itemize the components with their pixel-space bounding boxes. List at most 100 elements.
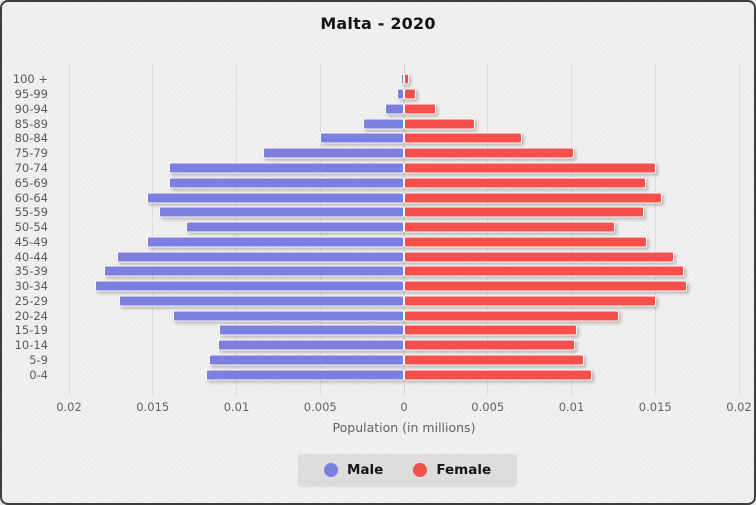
female-bar[interactable] bbox=[404, 162, 656, 174]
female-bar[interactable] bbox=[404, 206, 644, 218]
female-bar[interactable] bbox=[404, 192, 663, 203]
age-label: 50-54 bbox=[14, 220, 48, 235]
plot-area bbox=[68, 64, 740, 395]
age-label: 5-9 bbox=[29, 352, 48, 367]
pyramid-row bbox=[69, 264, 739, 279]
pyramid-row bbox=[69, 234, 739, 249]
pyramid-row bbox=[69, 249, 739, 264]
female-swatch-icon bbox=[413, 463, 428, 477]
female-bar[interactable] bbox=[404, 221, 616, 233]
x-tick-label: 0.005 bbox=[303, 400, 337, 414]
pyramid-row bbox=[69, 102, 739, 117]
male-bar[interactable] bbox=[103, 265, 404, 277]
age-label: 70-74 bbox=[14, 160, 48, 175]
gridline bbox=[654, 64, 656, 395]
female-bar[interactable] bbox=[404, 369, 592, 381]
age-label: 55-59 bbox=[14, 205, 48, 220]
age-label: 10-14 bbox=[14, 338, 48, 353]
age-label: 85-89 bbox=[14, 116, 48, 131]
age-label: 0-4 bbox=[29, 367, 48, 382]
age-label: 90-94 bbox=[14, 101, 48, 116]
legend-item-female[interactable]: Female bbox=[413, 462, 491, 478]
female-bar[interactable] bbox=[404, 236, 648, 248]
pyramid-row bbox=[69, 190, 739, 205]
pyramid-row bbox=[69, 161, 739, 176]
age-labels: 100 +95-99 90-94 85-89 80-84 75-79 70-74 65-69… bbox=[2, 72, 50, 382]
age-label: 45-49 bbox=[14, 234, 48, 249]
male-bar[interactable] bbox=[118, 295, 404, 307]
x-tick-label: 0.015 bbox=[136, 400, 170, 414]
female-bar[interactable] bbox=[404, 310, 619, 322]
female-bar[interactable] bbox=[404, 177, 646, 189]
pyramid-row bbox=[69, 220, 739, 235]
male-bar[interactable] bbox=[363, 118, 404, 130]
pyramid-row bbox=[69, 279, 739, 294]
male-bar[interactable] bbox=[147, 192, 404, 203]
age-label: 75-79 bbox=[14, 146, 48, 161]
male-swatch-icon bbox=[324, 463, 338, 477]
pyramid-row bbox=[69, 323, 739, 338]
male-bar[interactable] bbox=[172, 310, 404, 322]
pyramid-row bbox=[69, 87, 739, 102]
x-tick-label: 0.01 bbox=[223, 400, 250, 414]
female-bar[interactable] bbox=[404, 118, 475, 130]
age-label: 60-64 bbox=[14, 190, 48, 205]
age-label: 20-24 bbox=[14, 308, 48, 323]
male-bar[interactable] bbox=[396, 88, 404, 100]
age-label: 95-99 bbox=[14, 87, 48, 102]
age-label: 80-84 bbox=[14, 131, 48, 146]
female-bar[interactable] bbox=[404, 354, 584, 366]
male-bar[interactable] bbox=[206, 369, 404, 381]
pyramid-row bbox=[69, 293, 739, 308]
age-label: 35-39 bbox=[14, 264, 48, 279]
female-bar[interactable] bbox=[404, 324, 577, 336]
legend-item-male[interactable]: Male bbox=[324, 462, 383, 478]
x-tick-label: 0.02 bbox=[56, 400, 82, 414]
pyramid-row bbox=[69, 205, 739, 220]
female-bar[interactable] bbox=[404, 280, 688, 292]
legend: Male Female bbox=[298, 454, 518, 486]
male-bar[interactable] bbox=[147, 236, 404, 248]
male-bar[interactable] bbox=[262, 147, 404, 159]
male-bar[interactable] bbox=[169, 162, 404, 174]
female-bar[interactable] bbox=[404, 132, 522, 144]
age-label: 15-19 bbox=[14, 323, 48, 338]
pyramid-rows bbox=[69, 72, 739, 382]
x-tick-label: 0 bbox=[400, 400, 408, 414]
male-bar[interactable] bbox=[209, 354, 404, 366]
pyramid-row bbox=[69, 308, 739, 323]
gridline bbox=[738, 64, 740, 395]
pyramid-row bbox=[69, 175, 739, 190]
pyramid-row bbox=[69, 131, 739, 146]
male-bar[interactable] bbox=[185, 221, 404, 233]
legend-female-label: Female bbox=[436, 462, 492, 478]
female-bar[interactable] bbox=[404, 251, 674, 263]
female-bar[interactable] bbox=[404, 339, 576, 351]
pyramid-row bbox=[69, 367, 739, 382]
female-bar[interactable] bbox=[404, 147, 574, 159]
age-label: 30-34 bbox=[14, 279, 48, 294]
pyramid-row bbox=[69, 146, 739, 161]
female-bar[interactable] bbox=[404, 73, 409, 85]
male-bar[interactable] bbox=[401, 73, 404, 85]
male-bar[interactable] bbox=[159, 206, 404, 218]
male-bar[interactable] bbox=[169, 177, 404, 189]
female-bar[interactable] bbox=[404, 103, 437, 115]
female-bar[interactable] bbox=[404, 295, 656, 307]
female-bar[interactable] bbox=[404, 88, 417, 100]
x-tick-label: 0.015 bbox=[638, 400, 672, 414]
male-bar[interactable] bbox=[385, 103, 404, 115]
male-bar[interactable] bbox=[217, 339, 404, 351]
x-tick-label: 0.005 bbox=[471, 400, 505, 414]
chart-title: Malta - 2020 bbox=[320, 14, 436, 33]
female-bar[interactable] bbox=[404, 265, 685, 277]
male-bar[interactable] bbox=[319, 132, 404, 144]
male-bar[interactable] bbox=[219, 324, 404, 336]
x-tick-label: 0.01 bbox=[558, 400, 585, 414]
male-bar[interactable] bbox=[95, 280, 404, 292]
age-label: 65-69 bbox=[14, 175, 48, 190]
age-label: 25-29 bbox=[14, 293, 48, 308]
legend-male-label: Male bbox=[347, 462, 384, 478]
male-bar[interactable] bbox=[117, 251, 404, 263]
